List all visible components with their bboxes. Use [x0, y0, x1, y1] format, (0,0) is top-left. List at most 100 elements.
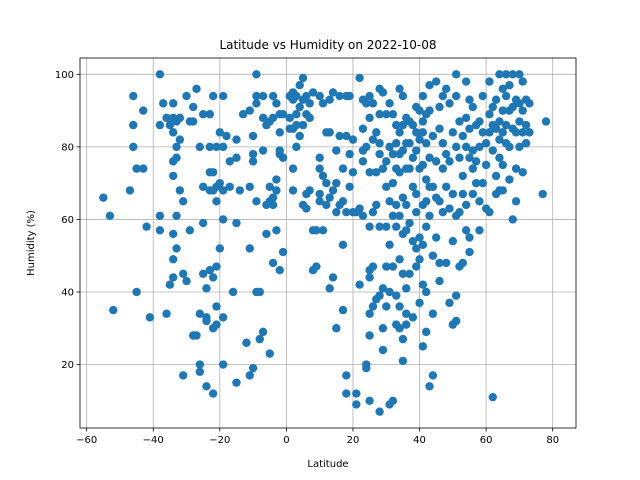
x-tick-label: 80 — [546, 435, 559, 446]
data-point — [212, 302, 221, 311]
data-point — [248, 363, 258, 373]
data-point — [398, 334, 408, 344]
data-point — [275, 266, 284, 275]
data-point — [431, 157, 441, 166]
data-point — [385, 197, 394, 206]
data-point — [398, 356, 408, 366]
data-point — [398, 269, 408, 279]
data-point — [308, 88, 318, 97]
data-point — [405, 139, 414, 148]
data-point — [425, 81, 434, 90]
data-point — [525, 128, 534, 137]
data-point — [422, 197, 431, 206]
data-point — [468, 189, 478, 199]
data-point — [212, 142, 221, 152]
data-point — [315, 91, 324, 101]
data-point — [481, 139, 491, 148]
data-point — [378, 88, 388, 97]
data-point — [268, 113, 278, 123]
data-point — [418, 91, 428, 101]
data-point — [455, 207, 464, 217]
data-point — [328, 88, 338, 97]
x-axis-label: Latitude — [307, 459, 348, 470]
data-point — [262, 229, 271, 239]
data-point — [478, 91, 487, 101]
data-point — [458, 189, 468, 199]
data-point — [418, 160, 428, 170]
data-point — [435, 102, 444, 112]
data-point — [178, 371, 188, 380]
data-point — [338, 240, 348, 250]
data-point — [212, 262, 221, 271]
data-point — [248, 157, 258, 166]
data-point — [365, 91, 374, 101]
data-point — [395, 84, 404, 94]
data-point — [195, 309, 205, 318]
data-point — [355, 204, 364, 213]
x-tick-label: −60 — [76, 435, 97, 446]
data-point — [408, 182, 418, 191]
data-point — [325, 128, 334, 137]
data-point — [428, 371, 438, 380]
data-point — [332, 324, 341, 333]
data-point — [322, 178, 331, 188]
data-point — [215, 128, 225, 137]
data-point — [498, 106, 507, 115]
data-point — [485, 110, 494, 119]
data-point — [132, 164, 141, 173]
data-point — [461, 142, 471, 152]
data-point — [362, 142, 371, 152]
data-point — [501, 70, 511, 79]
data-point — [418, 128, 428, 137]
data-point — [248, 149, 258, 159]
data-point — [498, 84, 507, 94]
data-point — [298, 73, 308, 83]
data-point — [352, 400, 361, 409]
data-point — [338, 164, 348, 173]
data-point — [255, 287, 264, 297]
data-point — [272, 99, 281, 108]
data-point — [455, 153, 464, 162]
data-point — [362, 363, 371, 373]
y-tick-label: 100 — [55, 70, 74, 81]
data-point — [295, 102, 304, 112]
data-point — [368, 135, 378, 144]
data-point — [458, 258, 468, 268]
data-point — [461, 226, 471, 235]
data-point — [468, 164, 478, 173]
data-point — [365, 396, 374, 405]
data-point — [428, 309, 438, 318]
data-point — [451, 91, 461, 101]
data-point — [208, 273, 218, 282]
data-point — [165, 120, 175, 130]
data-point — [292, 110, 301, 119]
data-point — [268, 200, 278, 210]
data-point — [488, 146, 497, 155]
data-point — [498, 128, 507, 137]
data-point — [511, 197, 521, 206]
data-point — [515, 70, 524, 79]
data-point — [182, 91, 191, 101]
data-point — [172, 244, 181, 253]
data-point — [415, 135, 424, 144]
plot-frame — [79, 57, 577, 429]
data-point — [292, 120, 301, 130]
data-point — [172, 211, 181, 220]
data-point — [412, 146, 421, 155]
data-point — [155, 70, 165, 79]
data-point — [491, 95, 501, 104]
data-point — [388, 149, 398, 159]
data-point — [408, 313, 418, 322]
data-point — [342, 371, 351, 380]
data-point — [302, 204, 311, 213]
data-point — [358, 157, 368, 166]
data-point — [305, 186, 314, 195]
data-point — [461, 200, 471, 210]
data-point — [505, 142, 514, 152]
data-point — [388, 178, 398, 188]
data-point — [392, 120, 401, 130]
data-point — [511, 164, 521, 173]
data-point — [218, 313, 228, 322]
data-point — [485, 207, 494, 217]
